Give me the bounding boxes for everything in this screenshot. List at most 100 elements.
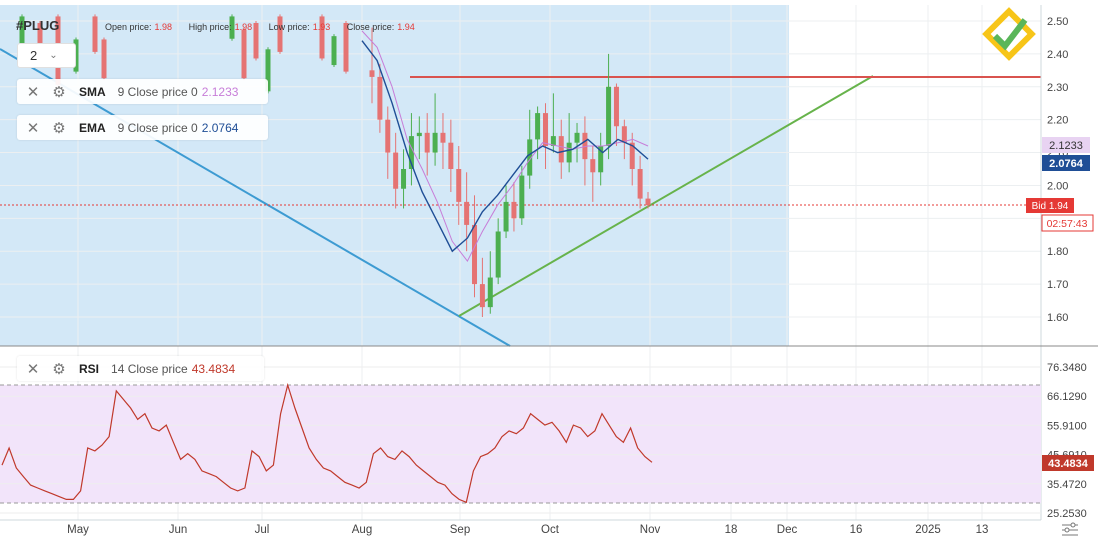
candle-body [621, 126, 627, 143]
rsi-tick-label: 66.1290 [1047, 391, 1087, 403]
price-tick-label: 2.20 [1047, 115, 1068, 127]
time-tick-label: 13 [976, 524, 989, 536]
candle-body [456, 169, 462, 202]
candle-body [519, 175, 525, 219]
chevron-down-icon: ⌄ [49, 50, 58, 61]
candle-body [613, 86, 619, 127]
low-price-value: 1.93 [312, 22, 331, 32]
candle-body [542, 113, 548, 146]
svg-text:2.0764: 2.0764 [1049, 158, 1084, 170]
ema-name: EMA [79, 120, 106, 135]
candle-body [253, 23, 259, 59]
price-tick-label: 1.80 [1047, 246, 1068, 258]
close-icon[interactable]: ✕ [26, 360, 40, 378]
high-price-label: High price: [188, 22, 232, 32]
svg-text:43.4834: 43.4834 [1048, 458, 1089, 470]
candle-body [401, 169, 407, 189]
rsi-name: RSI [79, 361, 100, 376]
rsi-value: 43.4834 [191, 361, 236, 376]
candle-body [416, 132, 422, 137]
close-icon[interactable]: ✕ [26, 119, 40, 137]
rsi-tick-label: 76.3480 [1047, 362, 1087, 374]
sma-price-tag: 2.1233 [1042, 137, 1090, 153]
ema-indicator-panel[interactable]: ✕ ⚙ EMA 9 Close price 0 2.0764 [17, 115, 268, 140]
candle-body [369, 70, 375, 77]
candle-body [598, 145, 604, 173]
candle-body [558, 136, 564, 163]
gear-icon[interactable]: ⚙ [52, 83, 66, 101]
candle-body [432, 132, 438, 153]
candle-body [73, 39, 79, 72]
time-tick-label: Dec [777, 524, 798, 536]
candle-body [101, 39, 107, 79]
candle-body [637, 169, 643, 199]
candle-body [331, 36, 337, 66]
price-tick-label: 1.70 [1047, 279, 1068, 291]
candle-body [487, 277, 493, 308]
symbol-label: #PLUG [16, 18, 60, 33]
candle-body [590, 159, 596, 173]
ema-value: 2.0764 [201, 120, 239, 135]
candle-body [566, 142, 572, 163]
candle-body [377, 76, 383, 120]
rsi-indicator-panel[interactable]: ✕ ⚙ RSI 14 Close price 43.4834 [17, 356, 264, 381]
rsi-axis: 76.348066.129055.910045.691035.472025.25… [1047, 362, 1087, 520]
svg-text:2.1233: 2.1233 [1049, 140, 1083, 152]
time-tick-label: Jul [255, 524, 270, 536]
svg-text:Bid 1.94: Bid 1.94 [1032, 201, 1069, 212]
gear-icon[interactable]: ⚙ [52, 119, 66, 137]
candle-body [645, 198, 651, 206]
open-price-label: Open price: [105, 22, 152, 32]
candle-body [408, 136, 414, 169]
svg-text:02:57:43: 02:57:43 [1047, 218, 1088, 230]
chart-settings-icon[interactable] [1062, 522, 1078, 536]
low-price-label: Low price: [268, 22, 310, 32]
candle-body [385, 119, 391, 153]
candle-body [440, 132, 446, 143]
time-axis: May Jun Jul Aug Sep Oct Nov 18 Dec 16 2025 13 [67, 524, 988, 536]
time-tick-label: Oct [541, 524, 560, 536]
interval-value: 2 [30, 48, 38, 63]
candle-body [277, 16, 283, 52]
rsi-tick-label: 25.2530 [1047, 508, 1087, 520]
candle-body [343, 23, 349, 72]
price-tick-label: 2.50 [1047, 16, 1068, 28]
candle-body [448, 142, 454, 169]
interval-dropdown[interactable]: 2 ⌄ [17, 43, 76, 68]
candle-body [393, 152, 399, 189]
candle-body [503, 201, 509, 232]
candle-body [574, 132, 580, 143]
time-tick-label: 18 [725, 524, 738, 536]
candle-body [550, 136, 556, 146]
open-price-value: 1.98 [154, 22, 173, 32]
time-tick-label: Aug [352, 524, 372, 536]
candle-body [511, 201, 517, 219]
candle-body [606, 86, 612, 146]
countdown-tag: 02:57:43 [1041, 214, 1094, 232]
candle-body [92, 16, 98, 52]
ema-price-tag: 2.0764 [1042, 155, 1090, 171]
rsi-band [0, 385, 1041, 503]
candle-body [319, 16, 325, 59]
close-price-label: Close price: [346, 22, 395, 32]
time-tick-label: May [67, 524, 89, 536]
time-tick-label: 16 [850, 524, 863, 536]
candle-body [464, 201, 470, 225]
brand-logo-icon [982, 7, 1036, 61]
candle-body [582, 132, 588, 160]
close-price-value: 1.94 [397, 22, 415, 32]
ascending-trendline[interactable] [458, 75, 874, 317]
candle-body [472, 224, 478, 285]
sma-line [361, 30, 649, 263]
price-tick-label: 1.60 [1047, 312, 1068, 324]
candle-body [495, 231, 501, 278]
candle-body [265, 49, 271, 92]
rsi-line [1, 382, 653, 504]
ema-line [361, 40, 649, 253]
gear-icon[interactable]: ⚙ [52, 360, 66, 378]
time-tick-label: 2025 [915, 524, 941, 536]
sma-indicator-panel[interactable]: ✕ ⚙ SMA 9 Close price 0 2.1233 [17, 79, 268, 104]
close-icon[interactable]: ✕ [26, 83, 40, 101]
candle-body [535, 113, 541, 140]
sma-params: 9 Close price 0 [117, 84, 198, 99]
